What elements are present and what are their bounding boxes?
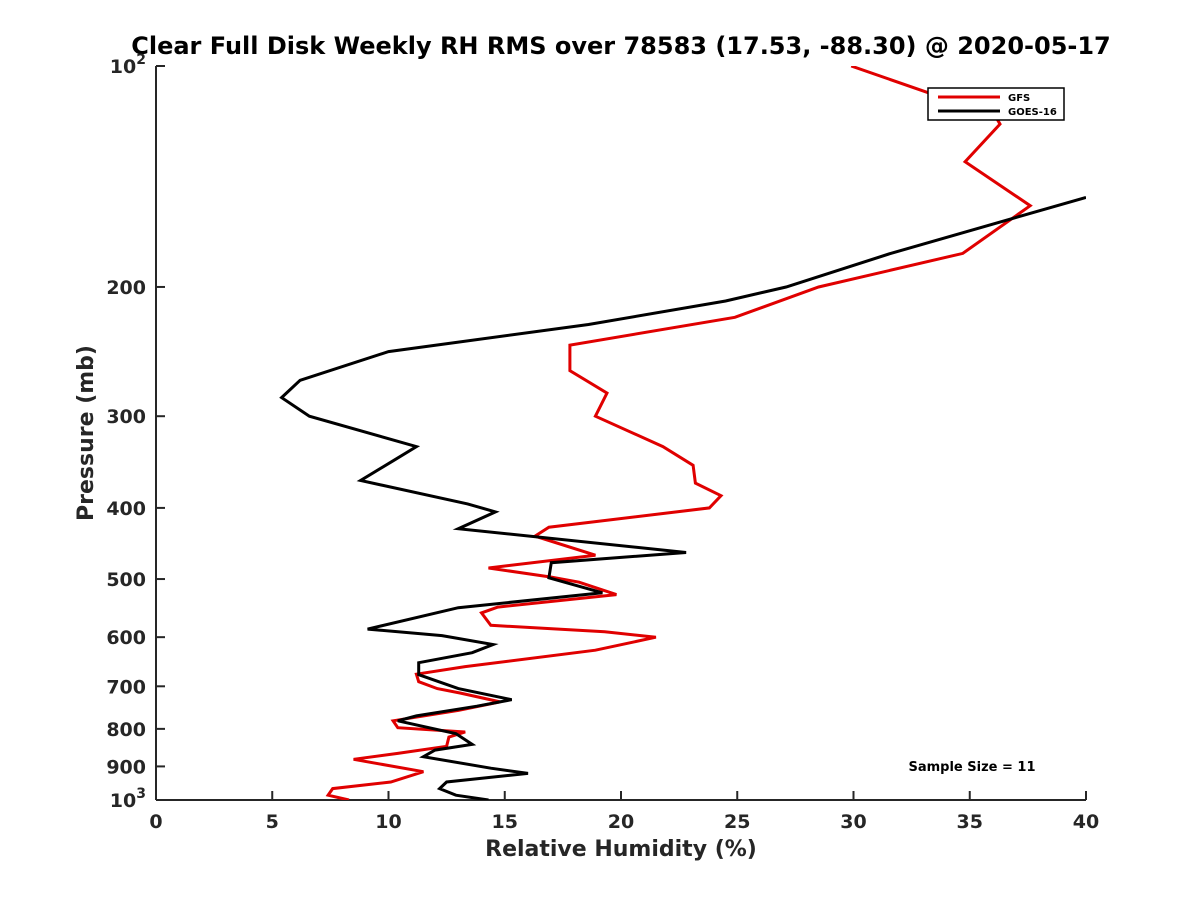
series-group bbox=[279, 66, 1086, 800]
y-tick-label: 103 bbox=[110, 786, 146, 812]
x-tick-label: 0 bbox=[149, 811, 162, 833]
x-tick-label: 35 bbox=[957, 811, 983, 833]
y-tick-label: 700 bbox=[106, 676, 146, 698]
x-axis-label: Relative Humidity (%) bbox=[485, 837, 757, 862]
x-tick-label: 10 bbox=[375, 811, 401, 833]
y-tick-label: 300 bbox=[106, 406, 146, 428]
x-tick-label: 25 bbox=[724, 811, 750, 833]
x-tick-label: 40 bbox=[1073, 811, 1099, 833]
series-layer bbox=[279, 66, 1086, 800]
x-tick-label: 5 bbox=[266, 811, 279, 833]
x-tick-label: 15 bbox=[492, 811, 518, 833]
legend-box bbox=[927, 87, 1065, 121]
sample-size-annotation: Sample Size = 11 bbox=[908, 760, 1035, 775]
axes: 0 5 10 15 20 25 30 35 40 102 200 300 400 500 600 700 800… bbox=[106, 52, 1099, 833]
x-tick-label: 20 bbox=[608, 811, 634, 833]
y-tick-label: 200 bbox=[106, 277, 146, 299]
y-tick-label: 900 bbox=[106, 756, 146, 778]
x-tick-label: 30 bbox=[840, 811, 866, 833]
y-tick-label: 400 bbox=[106, 498, 146, 520]
y-tick-label: 102 bbox=[110, 52, 146, 78]
y-tick-label: 600 bbox=[106, 627, 146, 649]
legend: GFS GOES-16 bbox=[927, 87, 1065, 121]
series-line-gfs bbox=[325, 66, 1033, 800]
y-axis-label: Pressure (mb) bbox=[74, 345, 99, 521]
y-tick-label: 500 bbox=[106, 569, 146, 591]
y-tick-label: 800 bbox=[106, 719, 146, 741]
legend-entry-label: GOES-16 bbox=[1008, 107, 1057, 118]
series-line-goes-16 bbox=[279, 195, 1086, 800]
chart-title: Clear Full Disk Weekly RH RMS over 78583… bbox=[131, 32, 1111, 60]
legend-entry-label: GFS bbox=[1008, 93, 1030, 104]
